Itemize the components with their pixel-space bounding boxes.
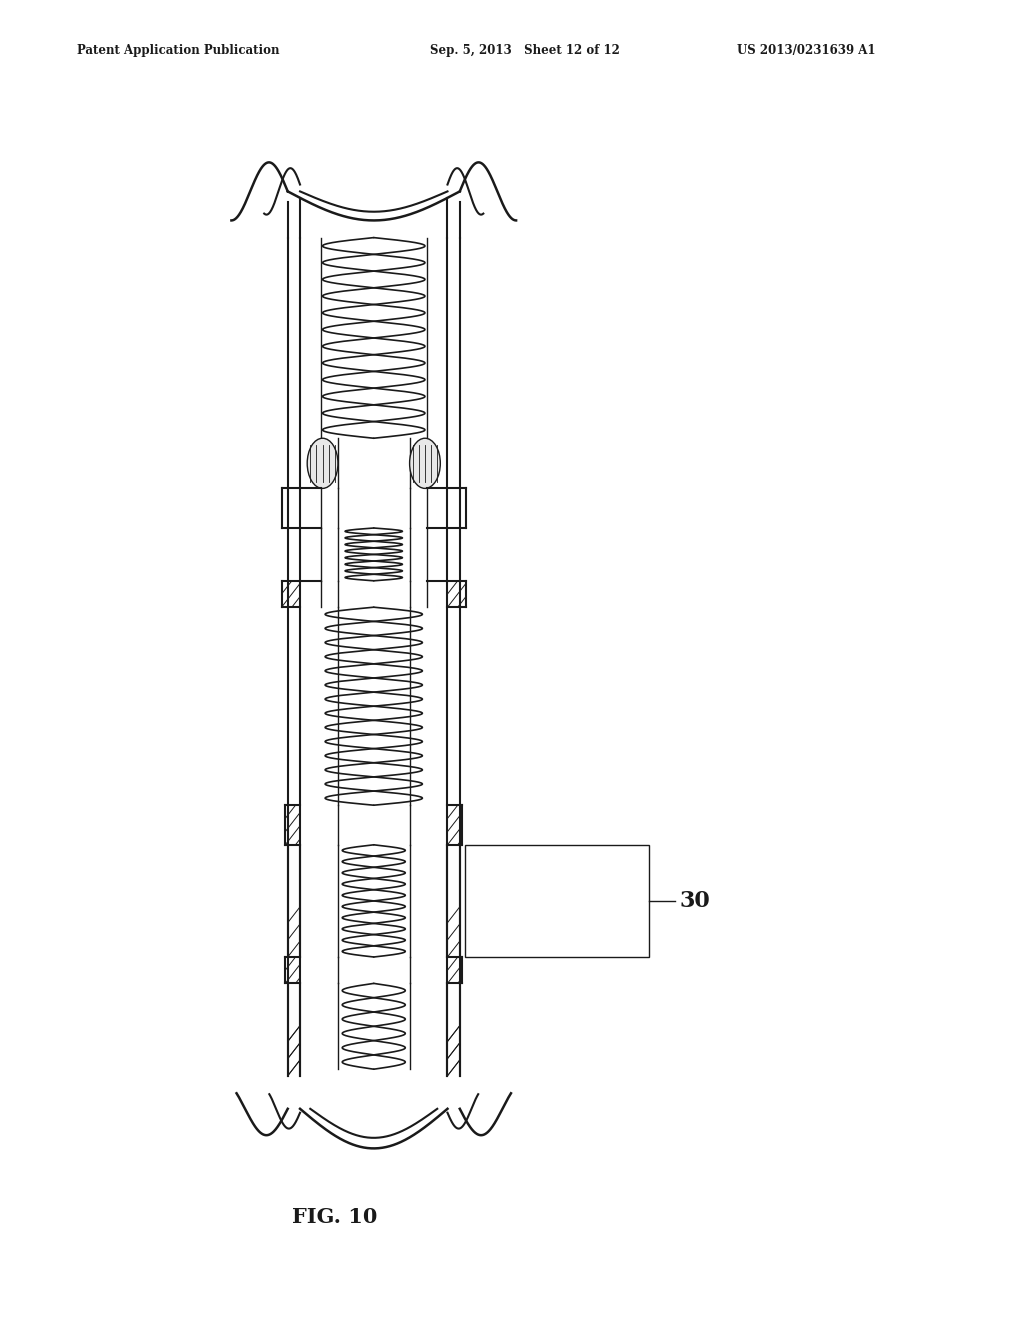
Text: FIG. 10: FIG. 10 <box>292 1206 377 1228</box>
Text: Sep. 5, 2013   Sheet 12 of 12: Sep. 5, 2013 Sheet 12 of 12 <box>430 44 620 57</box>
Ellipse shape <box>410 438 440 488</box>
Text: Patent Application Publication: Patent Application Publication <box>77 44 280 57</box>
Ellipse shape <box>307 438 338 488</box>
Text: US 2013/0231639 A1: US 2013/0231639 A1 <box>737 44 876 57</box>
Bar <box>465 845 649 957</box>
Text: 30: 30 <box>680 890 711 912</box>
